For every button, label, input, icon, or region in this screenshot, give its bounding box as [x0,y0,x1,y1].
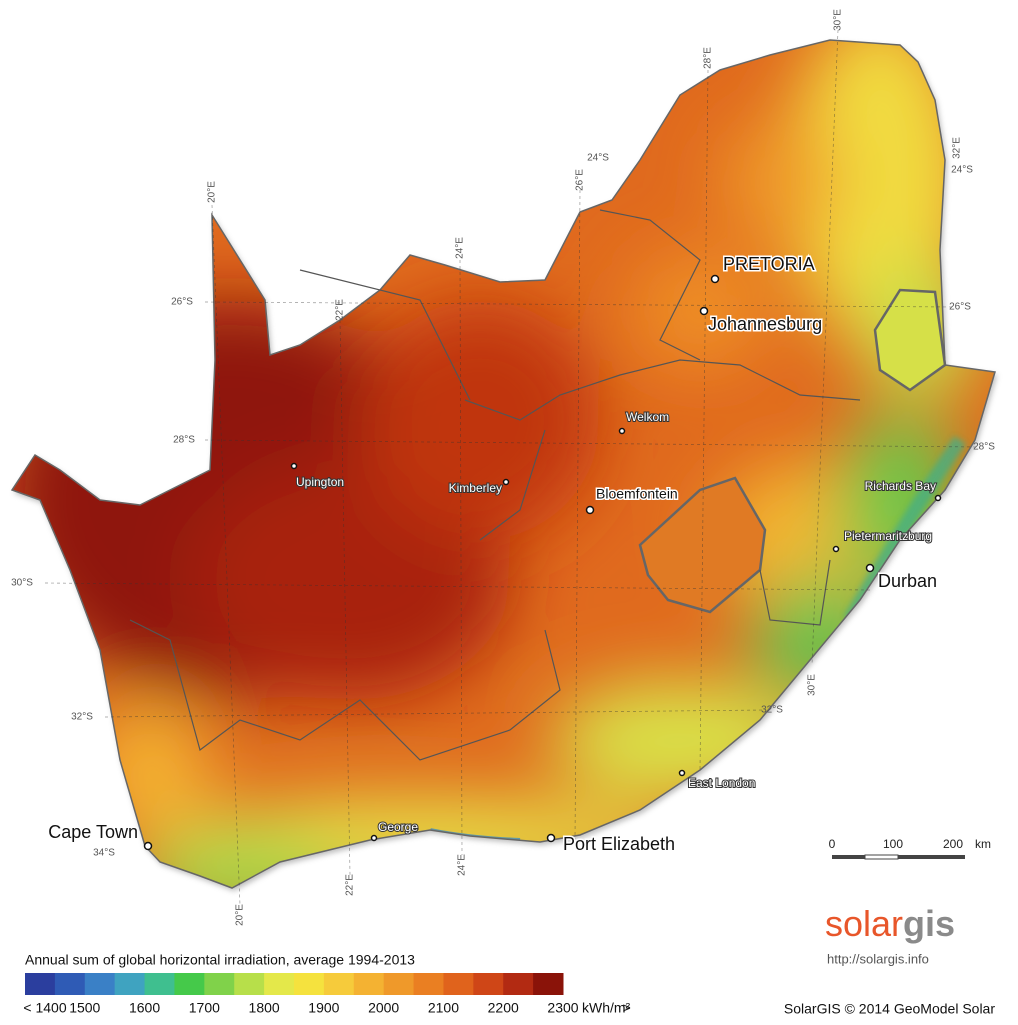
logo-part: gis [903,903,955,944]
legend-unit: kWh/m² [582,1000,631,1016]
legend-label: 1900 [308,1000,339,1016]
graticule-label: 24°E [455,237,466,259]
graticule-label: 30°E [833,9,844,31]
legend-label: 1600 [129,1000,160,1016]
legend-swatch [84,973,116,995]
graticule-label: 24°E [457,854,468,876]
graticule-label: 28°E [703,47,714,69]
legend-label: 1500 [69,1000,100,1016]
legend-swatch [54,973,86,995]
graticule-label: 34°S [93,848,115,859]
graticule-label: 24°S [587,153,609,164]
city-marker [290,462,298,470]
graticule-label: 22°E [335,299,346,321]
city-label: East London [688,776,755,790]
legend-swatch [234,973,265,995]
legend-swatch [264,973,295,995]
graticule-label: 20°E [207,181,218,203]
legend-swatch [413,973,444,995]
scale-label: 200 [943,837,963,851]
url: http://solargis.info [827,951,929,966]
graticule-label: 28°S [973,442,995,453]
city-marker [710,274,720,284]
legend-swatch [204,973,235,995]
credit: SolarGIS © 2014 GeoModel Solar [784,1001,995,1017]
legend-label: > [623,1000,631,1016]
legend-swatch [114,973,146,995]
logo: solargis [825,903,955,944]
legend-swatch [473,973,504,995]
city-marker [934,494,942,502]
city-label: Port Elizabeth [563,834,675,854]
graticule-label: 22°E [345,874,356,896]
graticule-label: 26°S [949,302,971,313]
irradiation-surface [12,40,995,888]
legend-swatch [533,973,564,995]
legend-swatch [144,973,175,995]
legend-label: 1700 [189,1000,220,1016]
graticule-label: 32°S [761,705,783,716]
scale-label: 100 [883,837,903,851]
graticule-label: 32°S [71,712,93,723]
graticule [44,29,981,906]
legend-swatch [383,973,415,995]
city-marker [502,478,510,486]
city-label: Durban [878,571,937,591]
city-label: Richards Bay [865,479,936,493]
city-marker [546,833,556,843]
city-marker [832,545,840,553]
city-label: George [378,820,418,834]
graticule-label: 32°E [952,137,963,159]
graticule-label: 30°S [11,578,33,589]
graticule-label: 28°S [173,435,195,446]
graticule-label: 26°S [171,297,193,308]
legend-swatch [503,973,534,995]
legend-label: 2200 [488,1000,519,1016]
legend-label: 2000 [368,1000,399,1016]
city-marker [699,306,709,316]
city-label: PRETORIA [723,254,815,274]
legend-swatch [25,973,56,995]
scale-label: 0 [829,837,836,851]
legend-label: 2100 [428,1000,459,1016]
city-label: Kimberley [449,481,502,495]
legend-swatch [353,973,385,995]
graticule-label: 24°S [951,165,973,176]
city-marker [618,427,626,435]
graticule-label: 20°E [235,904,246,926]
city-label: Pietermaritzburg [844,529,932,543]
legend-label: < 1400 [23,1000,66,1016]
legend-swatch [174,973,205,995]
city-marker [370,834,378,842]
city-label: Johannesburg [708,314,822,334]
city-marker [865,563,875,573]
legend-label: 2300 [547,1000,578,1016]
city-label: Bloemfontein [596,486,678,502]
city-label: Welkom [626,410,669,424]
logo-part: solar [825,903,903,944]
city-marker [585,505,595,515]
graticule-label: 26°E [575,169,586,191]
legend-label: 1800 [249,1000,280,1016]
city-marker [143,841,153,851]
legend-swatch [443,973,474,995]
scale-unit: km [975,837,991,851]
legend-swatch [323,973,355,995]
graticule-label: 30°E [807,674,818,696]
city-label: Upington [296,475,344,489]
city-marker [678,769,686,777]
scale-bar [832,854,965,860]
legend-title: Annual sum of global horizontal irradiat… [25,952,415,968]
legend-swatch [294,973,325,995]
city-label: Cape Town [48,822,138,842]
